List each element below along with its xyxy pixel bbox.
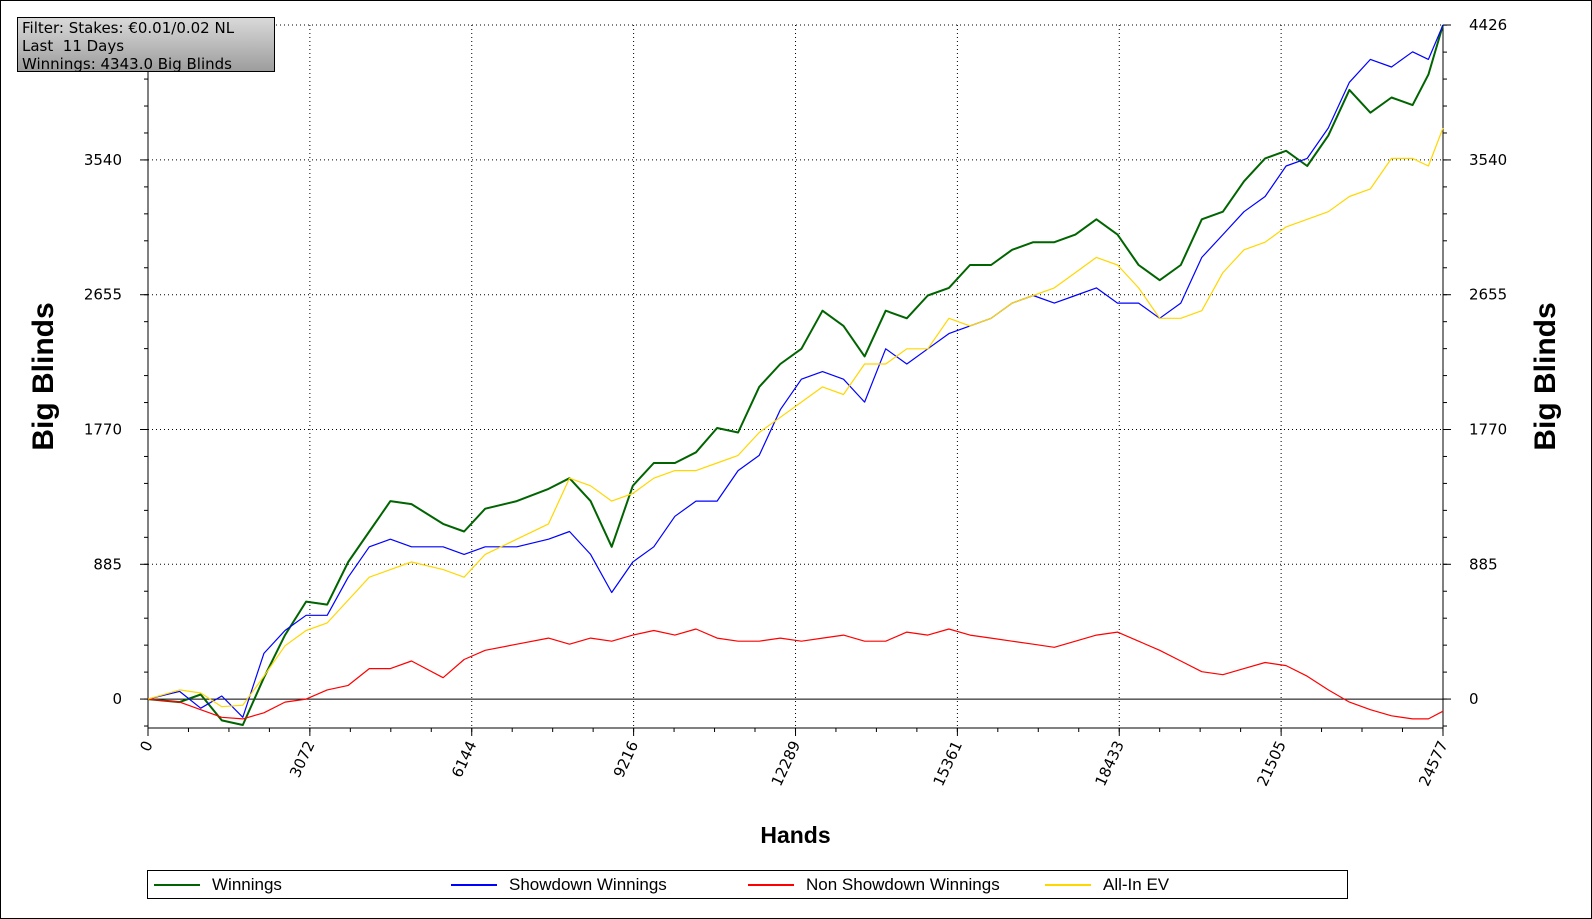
y-axis-title-right: Big Blinds — [1529, 302, 1562, 450]
legend-item: Non Showdown Winnings — [748, 871, 1000, 898]
x-axis-title: Hands — [760, 822, 830, 848]
legend-label: All-In EV — [1103, 874, 1170, 894]
legend-item: Showdown Winnings — [451, 871, 667, 898]
filter-stakes-text: Filter: Stakes: €0.01/0.02 NL — [22, 19, 235, 37]
y-tick-label-right: 3540 — [1469, 151, 1507, 169]
y-tick-label-right: 885 — [1469, 555, 1498, 573]
x-tick-label: 12289 — [768, 738, 804, 789]
y-tick-label-left: 2655 — [84, 286, 122, 304]
x-tick-label: 15361 — [930, 738, 966, 789]
x-tick-label: 3072 — [286, 738, 318, 780]
legend-swatch — [154, 883, 200, 886]
legend-label: Non Showdown Winnings — [806, 874, 1000, 894]
legend-swatch — [451, 883, 497, 886]
filter-winnings-text: Winnings: 4343.0 Big Blinds — [22, 55, 232, 73]
y-axis-title-left: Big Blinds — [27, 302, 60, 450]
y-tick-label-left: 885 — [93, 555, 122, 573]
legend-item: All-In EV — [1045, 871, 1169, 898]
y-tick-label-left: 0 — [112, 690, 122, 708]
x-tick-label: 6144 — [448, 738, 480, 780]
x-tick-label: 0 — [136, 738, 156, 754]
legend-label: Showdown Winnings — [509, 874, 667, 894]
y-tick-label-right: 1770 — [1469, 420, 1507, 438]
y-tick-label-left: 3540 — [84, 151, 122, 169]
x-tick-label: 21505 — [1253, 738, 1289, 789]
y-tick-label-right: 2655 — [1469, 286, 1507, 304]
x-tick-label: 24577 — [1415, 738, 1451, 789]
y-tick-label-left: 1770 — [84, 420, 122, 438]
filter-info-box: Filter: Stakes: €0.01/0.02 NL Last 11 Da… — [17, 17, 275, 73]
legend-item: Winnings — [154, 871, 282, 898]
legend-label: Winnings — [212, 874, 282, 894]
x-tick-label: 9216 — [610, 738, 642, 780]
filter-days-text: Last 11 Days — [22, 37, 125, 55]
legend-swatch — [1045, 883, 1091, 886]
series-line-winnings — [147, 24, 1444, 726]
chart-legend: Winnings Showdown Winnings Non Showdown Wi… — [147, 870, 1348, 899]
series-line-all-in-ev — [147, 127, 1444, 708]
series-line-showdown-winnings — [147, 24, 1444, 718]
series-line-non-showdown-winnings — [147, 628, 1444, 720]
y-tick-label-right: 4426 — [1469, 16, 1507, 34]
legend-swatch — [748, 883, 794, 886]
x-tick-label: 18433 — [1091, 738, 1127, 789]
y-tick-label-right: 0 — [1469, 690, 1479, 708]
